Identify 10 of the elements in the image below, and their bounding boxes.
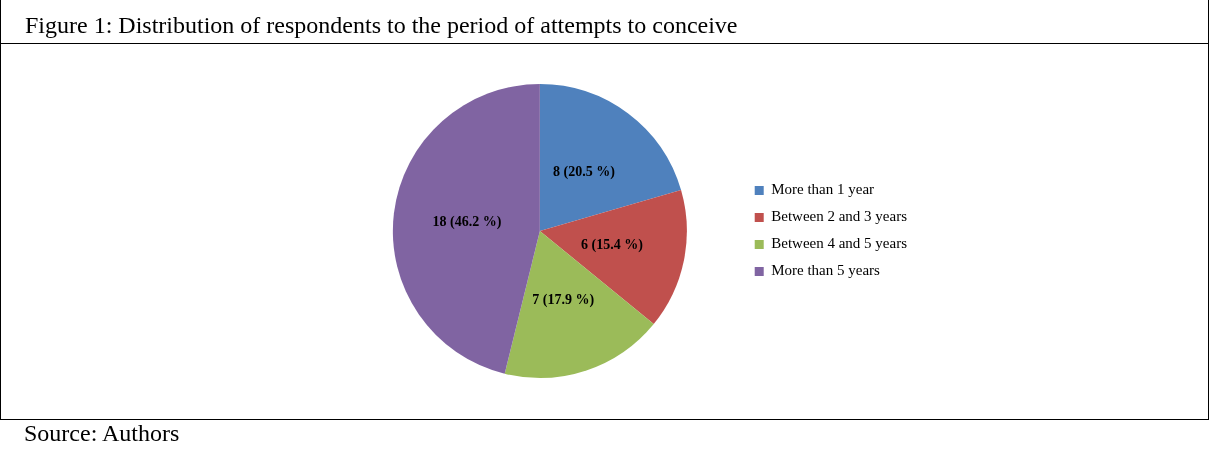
- legend-label: More than 1 year: [771, 181, 875, 198]
- legend-label: Between 2 and 3 years: [771, 208, 908, 225]
- data-label: 6 (15.4 %): [580, 237, 644, 254]
- data-label: 7 (17.9 %): [532, 292, 595, 309]
- data-label: 8 (20.5 %): [553, 163, 616, 180]
- chart-title: Figure 1: Distribution of respondents to the period of attempts to conceive: [1, 0, 1208, 44]
- data-label: 18 (46.2 %): [432, 213, 502, 230]
- legend-label: More than 5 years: [771, 262, 881, 279]
- source-note: Source: Authors: [23, 420, 181, 447]
- legend-label: Between 4 and 5 years: [771, 235, 908, 252]
